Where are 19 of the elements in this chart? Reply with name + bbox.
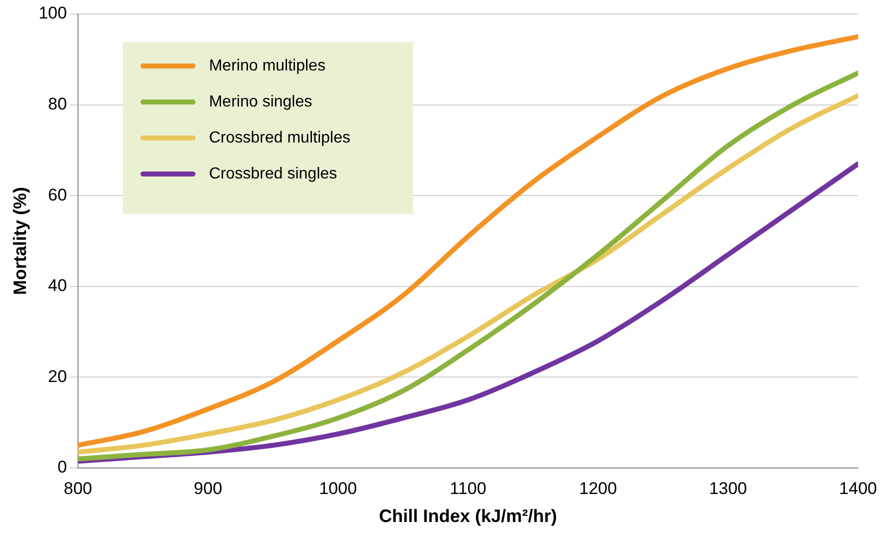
legend-label: Merino singles xyxy=(208,93,312,110)
y-tick-label: 20 xyxy=(48,366,67,386)
x-tick-label: 800 xyxy=(64,478,92,498)
y-tick-label: 0 xyxy=(57,458,67,477)
y-tick-label: 80 xyxy=(48,94,67,114)
y-tick-label: 40 xyxy=(48,276,67,296)
legend-label: Crossbred multiples xyxy=(208,129,350,146)
legend-label: Crossbred singles xyxy=(208,165,338,182)
x-axis-title: Chill Index (kJ/m²/hr) xyxy=(379,506,558,526)
y-tick-label: 100 xyxy=(38,4,67,23)
y-tick-label: 60 xyxy=(48,185,67,204)
x-tick-label: 900 xyxy=(194,478,222,498)
legend-label: Merino multiples xyxy=(208,57,326,74)
x-tick-label: 1200 xyxy=(579,478,617,498)
x-tick-label: 1100 xyxy=(450,478,486,498)
x-tick-label: 1400 xyxy=(839,478,878,498)
y-axis-title: Mortality (%) xyxy=(10,186,30,295)
x-tick-label: 1000 xyxy=(319,478,357,498)
x-tick-label: 1300 xyxy=(709,478,747,498)
